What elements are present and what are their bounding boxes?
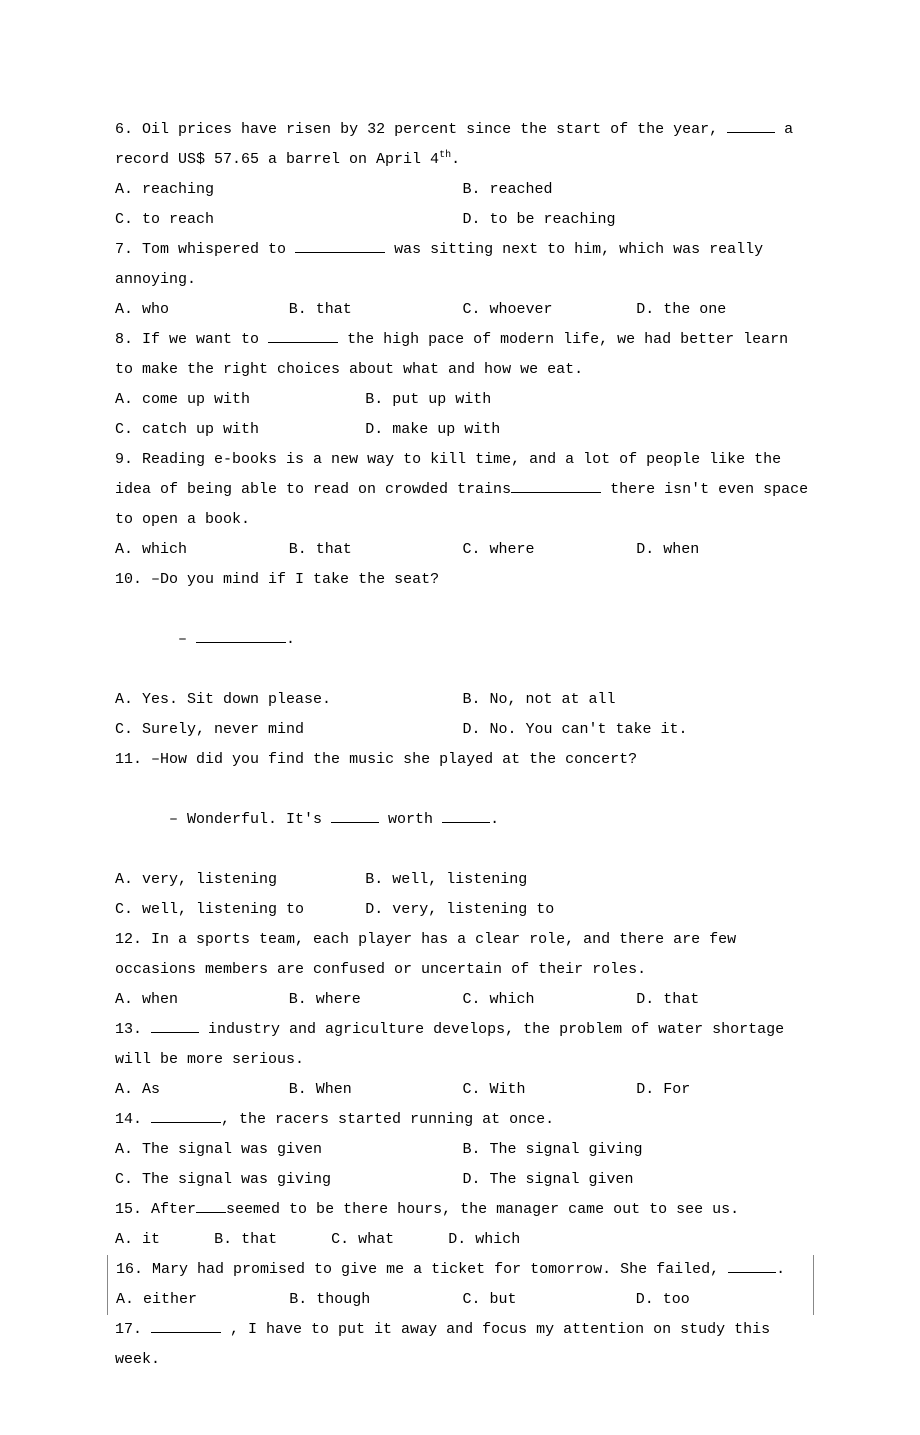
blank bbox=[151, 1032, 199, 1033]
question-11-line2: – Wonderful. It's worth . bbox=[115, 775, 810, 865]
option-c: C. whoever bbox=[463, 295, 637, 325]
question-7: 7. Tom whispered to was sitting next to … bbox=[115, 235, 810, 295]
option-a: A. As bbox=[115, 1075, 289, 1105]
option-a: A. The signal was given bbox=[115, 1135, 463, 1165]
options-12: A. when B. where C. which D. that bbox=[115, 985, 810, 1015]
options-9: A. which B. that C. where D. when bbox=[115, 535, 810, 565]
blank bbox=[511, 492, 601, 493]
option-c: C. what bbox=[331, 1231, 394, 1248]
question-8: 8. If we want to the high pace of modern… bbox=[115, 325, 810, 385]
blank bbox=[151, 1122, 221, 1123]
option-b: B. The signal giving bbox=[463, 1135, 811, 1165]
option-a: A. it bbox=[115, 1231, 160, 1248]
option-b: B. that bbox=[289, 295, 463, 325]
blank bbox=[728, 1272, 776, 1273]
option-b: B. reached bbox=[463, 175, 811, 205]
options-11: A. very, listening B. well, listening C.… bbox=[115, 865, 810, 925]
exam-page: 6. Oil prices have risen by 32 percent s… bbox=[0, 0, 920, 1435]
option-b: B. that bbox=[289, 535, 463, 565]
option-d: D. that bbox=[636, 985, 810, 1015]
blank bbox=[196, 1212, 226, 1213]
options-10: A. Yes. Sit down please. B. No, not at a… bbox=[115, 685, 810, 745]
sup: th bbox=[439, 150, 451, 161]
option-b: B. that bbox=[214, 1231, 277, 1248]
options-13: A. As B. When C. With D. For bbox=[115, 1075, 810, 1105]
option-c: C. With bbox=[463, 1075, 637, 1105]
q-num: 12 bbox=[115, 931, 133, 948]
option-d: D. make up with bbox=[365, 415, 810, 445]
option-b: B. put up with bbox=[365, 385, 810, 415]
option-b: B. where bbox=[289, 985, 463, 1015]
option-a: A. either bbox=[116, 1285, 289, 1315]
q-tail: . bbox=[451, 151, 460, 168]
option-c: C. to reach bbox=[115, 205, 463, 235]
question-12: 12. In a sports team, each player has a … bbox=[115, 925, 810, 985]
question-10: 10. –Do you mind if I take the seat? bbox=[115, 565, 810, 595]
q-num: 8 bbox=[115, 331, 124, 348]
question-17: 17. , I have to put it away and focus my… bbox=[115, 1315, 810, 1375]
options-14: A. The signal was given B. The signal gi… bbox=[115, 1135, 810, 1195]
blank bbox=[727, 132, 775, 133]
option-c: C. The signal was giving bbox=[115, 1165, 463, 1195]
option-a: A. when bbox=[115, 985, 289, 1015]
question-15: 15. Afterseemed to be there hours, the m… bbox=[115, 1195, 810, 1225]
option-d: D. very, listening to bbox=[365, 895, 810, 925]
options-16: A. either B. though C. but D. too bbox=[116, 1285, 809, 1315]
option-c: C. well, listening to bbox=[115, 895, 365, 925]
q-num: 13 bbox=[115, 1021, 133, 1038]
option-c: C. but bbox=[463, 1285, 636, 1315]
option-b: B. though bbox=[289, 1285, 462, 1315]
option-b: B. When bbox=[289, 1075, 463, 1105]
question-10-line2: – . bbox=[115, 595, 810, 685]
option-d: D. which bbox=[448, 1231, 520, 1248]
blank bbox=[295, 252, 385, 253]
question-14: 14. , the racers started running at once… bbox=[115, 1105, 810, 1135]
blank bbox=[151, 1332, 221, 1333]
option-d: D. too bbox=[636, 1285, 809, 1315]
option-a: A. Yes. Sit down please. bbox=[115, 685, 463, 715]
q-num: 6 bbox=[115, 121, 124, 138]
option-a: A. who bbox=[115, 295, 289, 325]
question-16: 16. Mary had promised to give me a ticke… bbox=[116, 1255, 809, 1285]
q-sep: . bbox=[124, 121, 142, 138]
q-text-pre: Oil prices have risen by 32 percent sinc… bbox=[142, 121, 727, 138]
options-7: A. who B. that C. whoever D. the one bbox=[115, 295, 810, 325]
options-15: A. it B. that C. what D. which bbox=[115, 1225, 810, 1255]
option-d: D. The signal given bbox=[463, 1165, 811, 1195]
options-8: A. come up with B. put up with C. catch … bbox=[115, 385, 810, 445]
q-num: 17 bbox=[115, 1321, 133, 1338]
option-d: D. to be reaching bbox=[463, 205, 811, 235]
option-b: B. No, not at all bbox=[463, 685, 811, 715]
option-c: C. which bbox=[463, 985, 637, 1015]
q-num: 9 bbox=[115, 451, 124, 468]
q-num: 15 bbox=[115, 1201, 133, 1218]
option-b: B. well, listening bbox=[365, 865, 810, 895]
blank bbox=[196, 642, 286, 643]
option-a: A. very, listening bbox=[115, 865, 365, 895]
option-c: C. Surely, never mind bbox=[115, 715, 463, 745]
question-9: 9. Reading e-books is a new way to kill … bbox=[115, 445, 810, 535]
option-a: A. which bbox=[115, 535, 289, 565]
q-num: 11 bbox=[115, 751, 133, 768]
q-num: 7 bbox=[115, 241, 124, 258]
option-d: D. No. You can't take it. bbox=[463, 715, 811, 745]
option-a: A. come up with bbox=[115, 385, 365, 415]
option-c: C. catch up with bbox=[115, 415, 365, 445]
question-13: 13. industry and agriculture develops, t… bbox=[115, 1015, 810, 1075]
question-6: 6. Oil prices have risen by 32 percent s… bbox=[115, 115, 810, 175]
question-16-block: 16. Mary had promised to give me a ticke… bbox=[107, 1255, 814, 1315]
option-c: C. where bbox=[463, 535, 637, 565]
options-6: A. reaching B. reached C. to reach D. to… bbox=[115, 175, 810, 235]
question-11: 11. –How did you find the music she play… bbox=[115, 745, 810, 775]
option-a: A. reaching bbox=[115, 175, 463, 205]
option-d: D. when bbox=[636, 535, 810, 565]
q-num: 16 bbox=[116, 1261, 134, 1278]
q-num: 10 bbox=[115, 571, 133, 588]
blank bbox=[331, 822, 379, 823]
blank bbox=[268, 342, 338, 343]
blank bbox=[442, 822, 490, 823]
q-num: 14 bbox=[115, 1111, 133, 1128]
option-d: D. For bbox=[636, 1075, 810, 1105]
option-d: D. the one bbox=[636, 295, 810, 325]
